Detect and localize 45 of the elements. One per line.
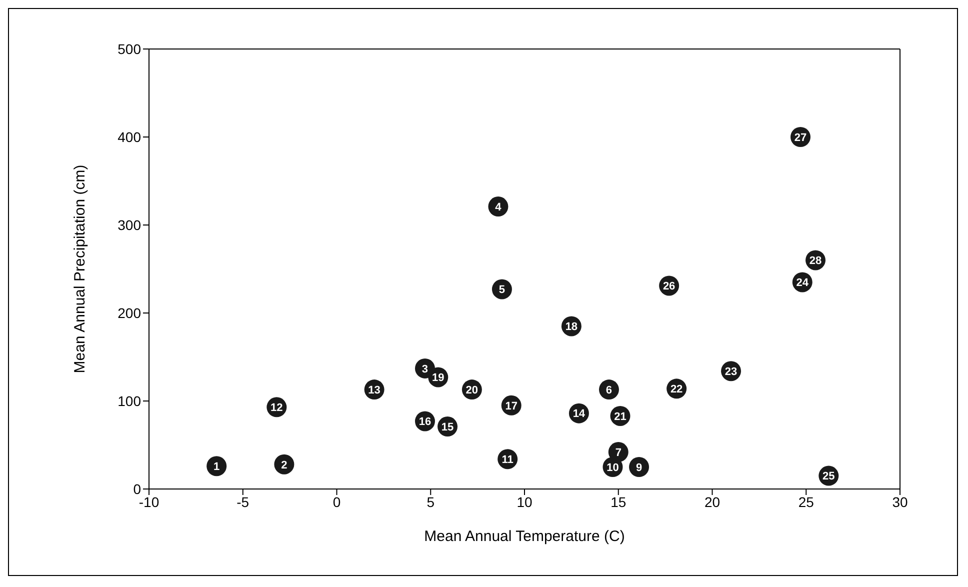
annotation: 26 <box>662 280 676 293</box>
x-tick-label: 5 <box>426 494 435 510</box>
annotation: 25 <box>822 470 835 483</box>
annotation: 14 <box>572 408 586 420</box>
annotation: 19 <box>432 372 444 384</box>
x-tick-label: -10 <box>138 494 160 510</box>
y-tick-label: 300 <box>118 216 142 233</box>
x-axis-title: Mean Annual Temperature (C) <box>424 528 625 545</box>
annotation: 2 <box>281 459 288 472</box>
annotation: 27 <box>794 132 807 144</box>
annotation: 23 <box>724 366 738 378</box>
y-tick-label: 200 <box>118 304 142 321</box>
annotation: 7 <box>615 446 622 459</box>
figure-border: -10 -5 0 5 10 15 20 25 30 Mean Annual Temperature (C) 0 100 200 300 400 500 Mean Annual Precipitation (cm) 27 4 28 5 26 24 18 3 19 23 13 20 6 22 12 16 15 17 14 21 1 2 11 10 7 9 25 <box>8 8 958 576</box>
annotation: 15 <box>441 421 454 434</box>
annotation: 24 <box>796 277 810 290</box>
annotation: 22 <box>670 384 683 396</box>
x-tick-label: 0 <box>332 494 341 510</box>
annotation: 16 <box>418 416 432 428</box>
y-axis-title: Mean Annual Precipitation (cm) <box>71 164 88 374</box>
x-tick-label: 20 <box>704 494 720 510</box>
annotation: 11 <box>502 454 514 466</box>
y-tick-label: 400 <box>118 128 142 145</box>
annotation: 17 <box>505 400 518 412</box>
annotation: 21 <box>614 410 626 423</box>
y-tick-label: 100 <box>118 392 142 409</box>
annotation: 3 <box>422 363 428 376</box>
annotation: 13 <box>368 384 380 396</box>
annotation: 10 <box>606 462 619 474</box>
annotation: 4 <box>495 201 502 214</box>
annotation: 12 <box>270 402 283 414</box>
annotation: 9 <box>636 462 642 474</box>
annotation: 5 <box>498 284 506 296</box>
annotation: 18 <box>565 321 578 334</box>
x-tick-label: -5 <box>236 494 250 510</box>
x-tick-label: 30 <box>892 494 908 510</box>
annotation: 28 <box>809 255 822 268</box>
annotation: 6 <box>606 384 612 396</box>
annotation: 1 <box>214 461 220 474</box>
x-tick-label: 10 <box>516 494 532 510</box>
x-tick-label: 25 <box>798 494 814 510</box>
x-tick-label: 15 <box>610 494 626 510</box>
y-tick-label: 500 <box>118 40 142 57</box>
annotation: 20 <box>466 384 478 396</box>
y-tick-label: 0 <box>133 480 142 497</box>
